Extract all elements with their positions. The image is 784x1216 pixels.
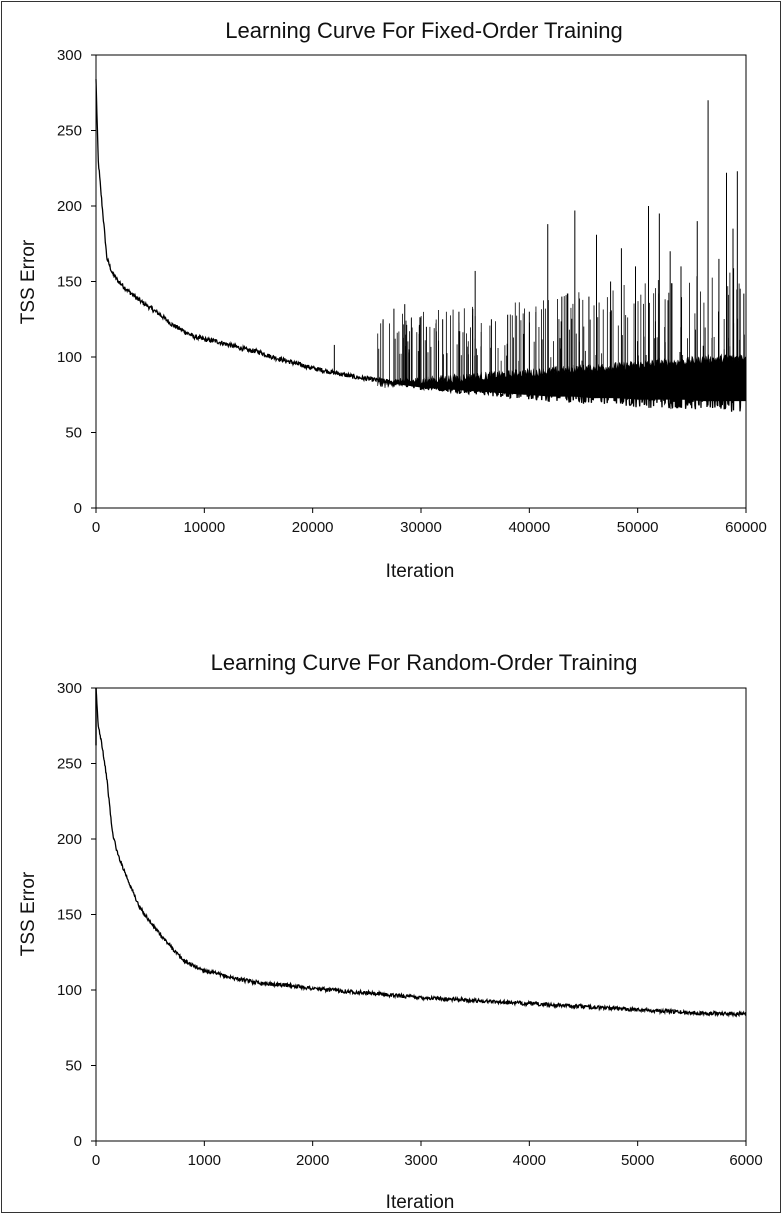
y-tick-label: 200 xyxy=(57,198,82,215)
x-tick-label: 2000 xyxy=(296,1152,329,1169)
x-tick-label: 0 xyxy=(92,1152,100,1169)
y-tick-label: 50 xyxy=(65,1058,82,1075)
series-line xyxy=(95,687,747,1018)
x-tick-label: 40000 xyxy=(508,519,550,536)
x-tick-label: 50000 xyxy=(617,519,659,536)
y-axis-label: TSS Error xyxy=(18,871,39,956)
x-tick-label: 4000 xyxy=(513,1152,546,1169)
y-axis-ticks: 0 50 100 150 200 250 300 xyxy=(57,47,96,517)
x-tick-label: 0 xyxy=(92,519,100,536)
y-axis-ticks: 0 50 100 150 200 250 300 xyxy=(57,680,96,1150)
y-tick-label: 50 xyxy=(65,425,82,442)
y-tick-label: 300 xyxy=(57,680,82,697)
x-axis-label: Iteration xyxy=(386,561,455,582)
x-tick-label: 30000 xyxy=(400,519,442,536)
plot-area xyxy=(95,687,747,1142)
x-tick-label: 5000 xyxy=(621,1152,654,1169)
series-group xyxy=(95,79,747,412)
chart-title: Learning Curve For Random-Order Training xyxy=(211,650,638,675)
x-tick-label: 3000 xyxy=(404,1152,437,1169)
y-tick-label: 100 xyxy=(57,982,82,999)
y-tick-label: 100 xyxy=(57,349,82,366)
y-tick-label: 150 xyxy=(57,274,82,291)
x-tick-label: 1000 xyxy=(188,1152,221,1169)
x-tick-label: 20000 xyxy=(292,519,334,536)
y-tick-label: 250 xyxy=(57,756,82,773)
y-tick-label: 250 xyxy=(57,123,82,140)
chart-random-order: Learning Curve For Random-Order Training… xyxy=(18,650,763,1213)
y-axis-label: TSS Error xyxy=(18,239,39,324)
chart-fixed-order: Learning Curve For Fixed-Order Training … xyxy=(18,18,767,582)
x-axis-ticks: 0 10000 20000 30000 40000 50000 60000 xyxy=(92,508,767,536)
y-tick-label: 300 xyxy=(57,47,82,64)
x-axis-label: Iteration xyxy=(386,1192,455,1213)
series-group xyxy=(95,687,747,1018)
x-tick-label: 10000 xyxy=(183,519,225,536)
y-tick-label: 200 xyxy=(57,831,82,848)
x-tick-label: 6000 xyxy=(729,1152,762,1169)
y-tick-label: 150 xyxy=(57,907,82,924)
y-tick-label: 0 xyxy=(74,500,82,517)
y-tick-label: 0 xyxy=(74,1133,82,1150)
x-tick-label: 60000 xyxy=(725,519,767,536)
x-axis-ticks: 0 1000 2000 3000 4000 5000 6000 xyxy=(92,1141,763,1169)
chart-title: Learning Curve For Fixed-Order Training xyxy=(225,18,622,43)
